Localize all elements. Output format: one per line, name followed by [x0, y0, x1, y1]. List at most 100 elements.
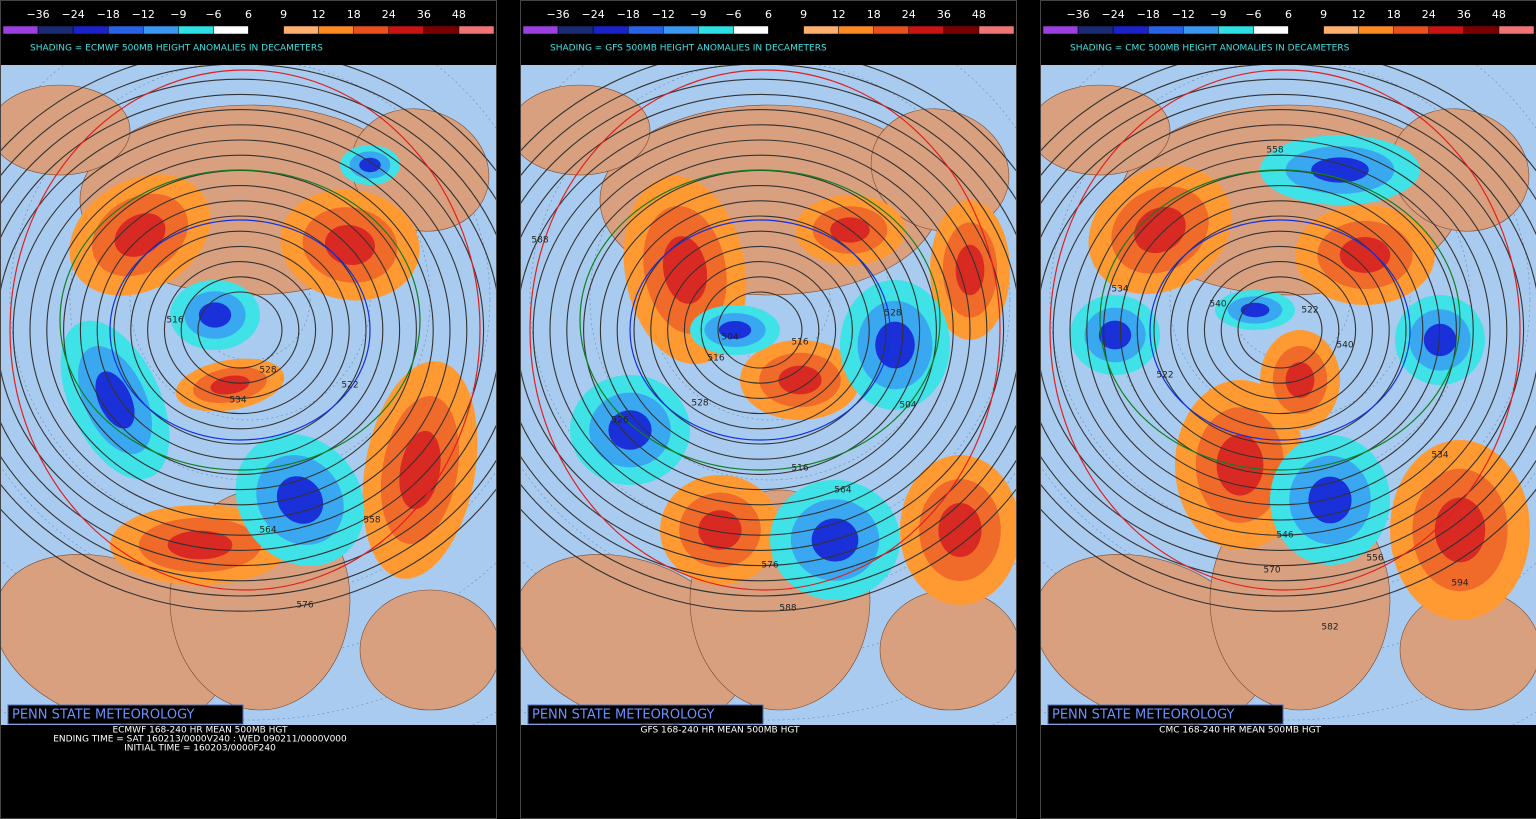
negative-anomaly: [1423, 323, 1457, 357]
colorbar-swatch: [37, 25, 74, 35]
colorbar-swatch: [1498, 25, 1535, 35]
colorbar-swatch: [1428, 25, 1465, 35]
negative-anomaly: [608, 410, 652, 450]
colorbar-label: 12: [832, 8, 846, 21]
map: 558 534 540 522 540 522 534 546 570 556 582 594: [1040, 65, 1536, 725]
contour-label: 564: [259, 526, 276, 536]
height-contour: [700, 276, 820, 384]
contour-blue: [1149, 219, 1411, 441]
shading-title: SHADING = GFS 500MB HEIGHT ANOMALIES IN …: [550, 44, 827, 54]
positive-anomaly: [698, 510, 742, 550]
height-contour: [113, 215, 367, 445]
negative-anomaly: [95, 371, 135, 429]
colorbar-swatch: [838, 25, 874, 35]
contour-label: 528: [884, 309, 901, 319]
height-contour: [520, 65, 1017, 597]
colorbar-swatch: [2, 25, 39, 35]
colorbar-label: 36: [1457, 8, 1471, 21]
contour-label: 588: [531, 236, 548, 246]
height-contour: [1040, 65, 1536, 612]
height-contour: [1187, 245, 1373, 415]
colorbar-label: −24: [582, 8, 605, 21]
colorbar-swatch: [733, 25, 769, 35]
height-contour: [1069, 139, 1491, 521]
contour-label: 516: [791, 464, 808, 474]
height-contour: [1052, 124, 1508, 536]
footer-line: INITIAL TIME = 160203/0000F240: [124, 744, 276, 754]
land: [1040, 84, 1171, 176]
negative-anomaly: [875, 321, 915, 369]
colorbar-label: −6: [725, 8, 741, 21]
contour-green: [59, 169, 421, 471]
colorbar-label: −6: [205, 8, 221, 21]
colorbar-label: −12: [1172, 8, 1195, 21]
height-contour: [1170, 230, 1390, 430]
height-contour: [0, 65, 497, 597]
contour-blue: [109, 219, 371, 441]
height-contour: [1220, 276, 1340, 384]
height-contour: [667, 245, 853, 415]
height-contour: [0, 109, 485, 551]
height-contour: [1040, 65, 1536, 597]
height-contour: [566, 154, 954, 506]
height-contour: [599, 185, 921, 475]
contour-label: 522: [1156, 371, 1173, 381]
height-contour: [1237, 291, 1323, 369]
colorbar-swatch: [1218, 25, 1254, 35]
height-contour: [46, 154, 434, 506]
colorbar-label: 24: [382, 8, 396, 21]
colorbar-swatch: [213, 25, 249, 35]
height-contour: [1040, 78, 1536, 582]
height-contour: [650, 230, 870, 430]
contour-label: 558: [1266, 146, 1283, 156]
contour-label: 540: [1336, 341, 1353, 351]
colorbar-label: 36: [937, 8, 951, 21]
height-contour: [29, 139, 451, 521]
positive-anomaly: [938, 503, 982, 557]
colorbar-swatch: [663, 25, 699, 35]
contour-label: 582: [1321, 623, 1338, 633]
height-contour: [12, 124, 468, 536]
height-contour: [147, 245, 333, 415]
colorbar-label: 18: [867, 8, 881, 21]
contour-label: 528: [691, 399, 708, 409]
height-contour: [1040, 109, 1525, 551]
colorbar-swatch: [803, 25, 839, 35]
land: [879, 589, 1017, 711]
positive-anomaly: [1434, 497, 1486, 563]
colorbar-label: −6: [1245, 8, 1261, 21]
credit: PENN STATE METEOROLOGY: [532, 708, 715, 723]
colorbar-swatch: [908, 25, 945, 35]
colorbar-swatch: [1042, 25, 1079, 35]
contour-label: 588: [779, 604, 796, 614]
colorbar-swatch: [1358, 25, 1394, 35]
colorbar-label: −12: [132, 8, 155, 21]
land: [520, 84, 651, 176]
credit: PENN STATE METEOROLOGY: [1052, 708, 1235, 723]
negative-anomaly: [276, 476, 324, 524]
colorbar-label: −36: [546, 8, 569, 21]
contour-blue: [629, 219, 891, 441]
map: 588 504 516 528 526 516 528 504 516 564 576 588: [520, 65, 1017, 725]
contour-label: 576: [296, 601, 313, 611]
colorbar-swatch: [1393, 25, 1430, 35]
colorbar-swatch: [353, 25, 390, 35]
height-contour: [633, 215, 887, 445]
positive-anomaly: [1339, 237, 1391, 273]
land: [359, 589, 497, 711]
credit: PENN STATE METEOROLOGY: [12, 708, 195, 723]
colorbar-label: 9: [800, 8, 807, 21]
height-contour: [1040, 93, 1536, 567]
shading-title: SHADING = CMC 500MB HEIGHT ANOMALIES IN …: [1070, 44, 1350, 54]
colorbar-swatch: [388, 25, 425, 35]
colorbar-label: 48: [972, 8, 986, 21]
colorbar-swatch: [698, 25, 734, 35]
colorbar-label: 12: [1352, 8, 1366, 21]
land: [0, 84, 131, 176]
colorbar-swatch: [592, 25, 629, 35]
credit-box: [7, 704, 244, 725]
colorbar-label: 9: [1320, 8, 1327, 21]
contour-label: 522: [341, 381, 358, 391]
colorbar-swatch: [522, 25, 559, 35]
colorbar-swatch: [557, 25, 594, 35]
